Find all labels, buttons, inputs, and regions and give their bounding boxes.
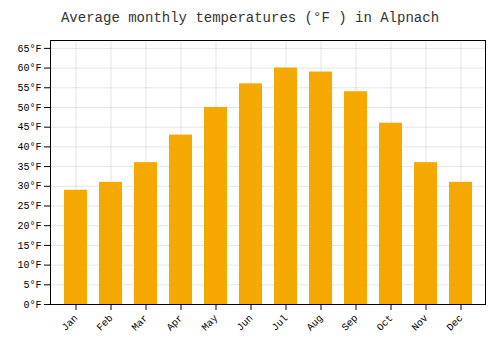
svg-text:20°F: 20°F (17, 221, 41, 232)
svg-text:5°F: 5°F (23, 280, 41, 291)
svg-text:Jul: Jul (270, 313, 291, 334)
svg-text:Oct: Oct (375, 313, 396, 334)
svg-text:Jan: Jan (60, 313, 81, 334)
svg-text:45°F: 45°F (17, 122, 41, 133)
svg-text:Dec: Dec (445, 313, 466, 334)
svg-text:40°F: 40°F (17, 142, 41, 153)
svg-text:Sep: Sep (340, 313, 361, 334)
svg-text:Aug: Aug (305, 313, 326, 334)
svg-text:25°F: 25°F (17, 201, 41, 212)
svg-text:35°F: 35°F (17, 162, 41, 173)
svg-text:Apr: Apr (165, 313, 186, 334)
svg-text:10°F: 10°F (17, 260, 41, 271)
svg-text:May: May (200, 313, 221, 334)
html-text:Average monthly temperatures (: Average monthly temperatures (°F ) in Al… (61, 10, 439, 26)
svg-text:50°F: 50°F (17, 103, 41, 114)
svg-text:15°F: 15°F (17, 241, 41, 252)
svg-text:Mar: Mar (130, 313, 151, 334)
svg-text:65°F: 65°F (17, 44, 41, 55)
svg-text:Feb: Feb (95, 313, 116, 334)
svg-text:30°F: 30°F (17, 181, 41, 192)
svg-text:55°F: 55°F (17, 83, 41, 94)
svg-text:Jun: Jun (235, 313, 256, 334)
svg-text:0°F: 0°F (23, 300, 41, 311)
svg-text:Nov: Nov (410, 313, 431, 334)
svg-text:60°F: 60°F (17, 63, 41, 74)
